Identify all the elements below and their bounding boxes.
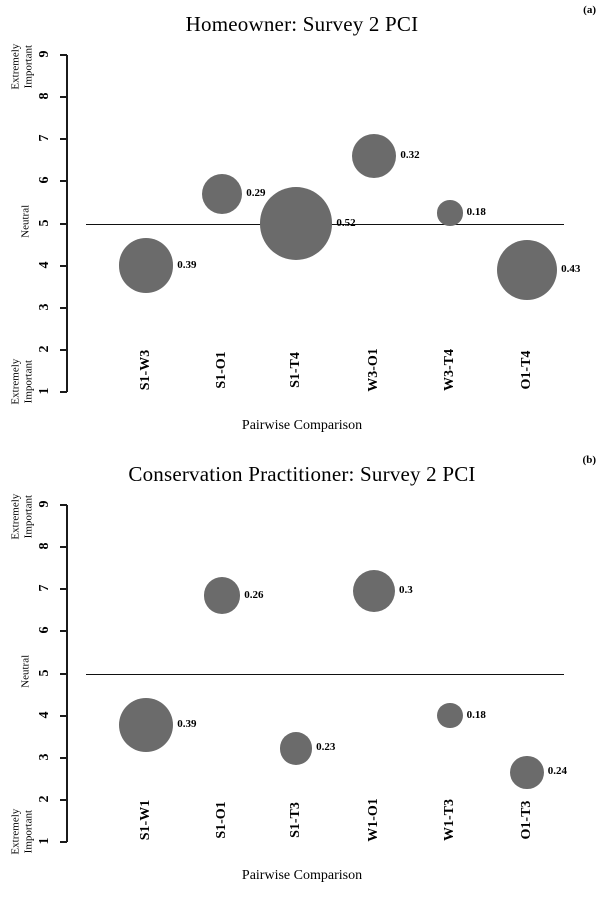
bubble-value-label: 0.18: [466, 205, 486, 218]
y-axis-annotation: Extremely Important: [9, 43, 34, 90]
bubble-point[interactable]: [279, 732, 313, 765]
y-axis-tick: [60, 546, 67, 549]
y-axis-tick: [60, 264, 67, 267]
chart-panel-a: (a) Homeowner: Survey 2 PCI 1 2 3 4 5 6 7 8 9 Ext…: [9, 4, 596, 433]
y-axis-tick: [60, 714, 67, 717]
x-axis-tick-label: W3-O1: [366, 348, 381, 392]
y-axis-annotation: Neutral: [19, 204, 32, 238]
bubble-point[interactable]: [351, 133, 397, 179]
y-axis-tick: [60, 756, 67, 759]
x-axis-tick-label: W3-T4: [442, 349, 457, 391]
y-axis-tick-label: 4: [37, 261, 52, 269]
y-axis-tick: [60, 672, 67, 675]
bubble-value-label: 0.26: [244, 588, 264, 601]
chart-title-a: Homeowner: Survey 2 PCI: [185, 12, 419, 36]
plot-area-a: 1 2 3 4 5 6 7 8 9 Extremely Important Neutral Extrem…: [9, 43, 581, 405]
bubble-value-label: 0.3: [399, 584, 413, 597]
bubble-point[interactable]: [118, 697, 174, 753]
y-axis-tick: [60, 588, 67, 591]
y-axis-tick-label: 7: [37, 584, 52, 592]
bubble-value-label: 0.18: [466, 708, 486, 721]
bubble-point[interactable]: [510, 755, 544, 790]
bubble-value-label: 0.32: [400, 149, 420, 162]
bubble-value-label: 0.24: [547, 765, 568, 778]
y-axis-tick: [60, 222, 67, 225]
y-axis-annotation: Extremely Important: [9, 808, 34, 855]
y-axis-annotation: Extremely Important: [9, 493, 34, 540]
y-axis-tick-label: 5: [37, 669, 52, 676]
chart-panel-b: (b) Conservation Practitioner: Survey 2 …: [0, 450, 604, 900]
y-axis-tick-label: 7: [37, 134, 52, 142]
y-axis-tick-label: 2: [37, 795, 52, 803]
bubble-point[interactable]: [353, 570, 395, 613]
y-axis-tick-label: 3: [37, 303, 52, 311]
bubble-value-label: 0.23: [316, 741, 336, 754]
y-axis-tick: [60, 391, 67, 393]
y-axis-tick-label: 8: [37, 542, 52, 550]
x-axis-tick-label: S1-O1: [214, 351, 229, 389]
x-axis-title-a: Pairwise Comparison: [241, 418, 363, 433]
x-axis-tick-label: S1-W3: [138, 349, 153, 391]
x-axis-tick-label: S1-T3: [288, 802, 303, 838]
y-axis-tick-label: 5: [37, 219, 52, 226]
bubble-point[interactable]: [437, 200, 463, 226]
bubble-value-label: 0.43: [561, 262, 581, 275]
x-axis-tick-label: O1-T4: [519, 350, 534, 390]
y-axis-tick: [60, 306, 67, 309]
y-axis-tick-label: 2: [37, 345, 52, 353]
neutral-reference-line: [86, 673, 564, 675]
y-axis-tick: [60, 180, 67, 183]
x-axis-title-b: Pairwise Comparison: [241, 868, 363, 883]
bubble-value-label: 0.52: [336, 216, 356, 229]
bubble-point[interactable]: [259, 187, 333, 260]
panel-letter-a: (a): [583, 4, 596, 16]
y-axis-tick: [60, 54, 67, 56]
bubble-value-label: 0.39: [177, 717, 197, 730]
y-axis-tick: [60, 841, 67, 843]
y-axis-tick: [60, 138, 67, 141]
bubble-value-label: 0.29: [246, 187, 266, 199]
y-axis-tick: [60, 504, 67, 506]
y-axis-tick-label: 6: [37, 626, 52, 634]
y-axis-tick: [60, 798, 67, 801]
bubble-point[interactable]: [437, 703, 463, 729]
y-axis-tick-label: 3: [37, 753, 52, 761]
y-axis-tick: [60, 630, 67, 633]
panel-letter-b: (b): [582, 454, 596, 466]
bubble-point[interactable]: [201, 173, 243, 215]
plot-area-b: 1 2 3 4 5 6 7 8 9 Extremely Important Neutral Extrem…: [0, 450, 604, 900]
y-axis-line: [66, 505, 68, 842]
y-axis-tick: [60, 96, 67, 99]
y-axis-annotation: Extremely Important: [9, 358, 34, 405]
x-axis-tick-label: W1-T3: [442, 799, 457, 841]
bubble-value-label: 0.39: [177, 258, 197, 271]
y-axis-tick-label: 9: [37, 50, 52, 58]
x-axis-tick-label: S1-T4: [288, 352, 303, 388]
y-axis-line: [66, 55, 68, 392]
x-axis-tick-label: S1-W1: [138, 799, 153, 841]
y-axis-tick-label: 6: [37, 176, 52, 184]
x-axis-tick-label: W1-O1: [366, 798, 381, 842]
y-axis-tick-label: 1: [37, 387, 52, 395]
x-axis-tick-label: S1-O1: [214, 801, 229, 839]
bubble-point[interactable]: [496, 239, 558, 300]
y-axis-annotation: Neutral: [19, 654, 32, 688]
y-axis-tick-label: 4: [37, 711, 52, 719]
y-axis-tick-label: 1: [37, 837, 52, 845]
y-axis-tick-label: 8: [37, 92, 52, 100]
y-axis-tick-label: 9: [37, 500, 52, 508]
x-axis-tick-label: O1-T3: [519, 800, 534, 840]
bubble-point[interactable]: [203, 577, 241, 614]
bubble-point[interactable]: [118, 238, 174, 293]
chart-title-b: Conservation Practitioner: Survey 2 PCI: [128, 462, 476, 486]
y-axis-tick: [60, 348, 67, 351]
